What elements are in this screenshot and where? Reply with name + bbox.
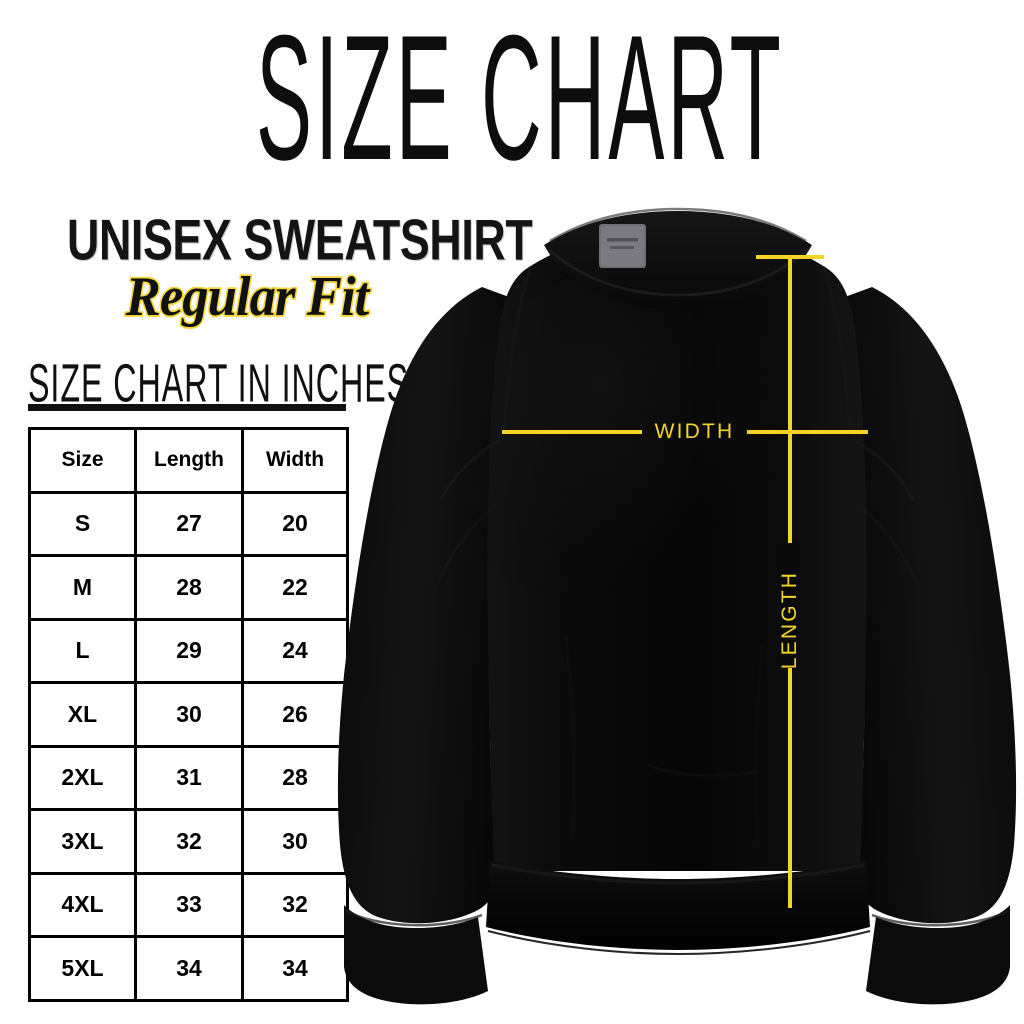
hem-bottom-edge	[487, 930, 871, 956]
table-header-row: Size Length Width	[28, 427, 349, 494]
right-shoulder-seam	[822, 266, 852, 434]
chest-highlight	[455, 265, 805, 665]
bottom-hem-rib	[486, 861, 870, 950]
cell-length: 32	[134, 808, 244, 875]
cell-size: 2XL	[28, 744, 137, 811]
right-sleeve-cuff	[866, 905, 1010, 1005]
units-heading: SIZE CHART IN INCHES	[28, 353, 410, 415]
cell-length: 27	[134, 490, 244, 557]
collar-inner-edge	[547, 247, 809, 297]
cell-size: XL	[28, 681, 137, 748]
cell-length: 28	[134, 554, 244, 621]
neck-label-tag	[599, 224, 646, 268]
column-header-width: Width	[241, 427, 349, 494]
cell-width: 34	[241, 935, 349, 1002]
right-cuff-seam	[871, 909, 1009, 927]
right-sleeve-crease-2	[857, 504, 922, 592]
cell-size: S	[28, 490, 137, 557]
left-sleeve-cuff	[344, 905, 488, 1005]
table-row: M 28 22	[28, 554, 349, 621]
left-sleeve-crease	[438, 439, 499, 502]
cell-size: M	[28, 554, 137, 621]
cell-length: 30	[134, 681, 244, 748]
fit-type-label: Regular Fit	[124, 266, 371, 328]
sweatshirt-graphic	[337, 207, 1017, 1005]
cell-width: 20	[241, 490, 349, 557]
left-shoulder-seam	[502, 266, 532, 434]
cell-size: L	[28, 617, 137, 684]
cell-width: 24	[241, 617, 349, 684]
hem-top-seam	[491, 863, 865, 885]
cell-length: 31	[134, 744, 244, 811]
table-row: 4XL 33 32	[28, 871, 349, 938]
cell-width: 32	[241, 871, 349, 938]
cell-length: 29	[134, 617, 244, 684]
collar-top-edge	[549, 207, 807, 243]
right-sleeve-crease	[855, 439, 916, 502]
column-header-length: Length	[134, 427, 244, 494]
cell-size: 5XL	[28, 935, 137, 1002]
table-row: S 27 20	[28, 490, 349, 557]
units-heading-underline	[28, 404, 346, 411]
table-row: L 29 24	[28, 617, 349, 684]
body-fold-3	[647, 763, 759, 778]
page-title: SIZE CHART	[256, 0, 784, 198]
cell-length: 33	[134, 871, 244, 938]
right-sleeve	[834, 287, 1017, 924]
left-cuff-seam	[345, 909, 483, 927]
table-row: XL 30 26	[28, 681, 349, 748]
body-fold-2	[754, 644, 764, 844]
table-row: 5XL 34 34	[28, 935, 349, 1002]
table-row: 3XL 32 30	[28, 808, 349, 875]
cell-size: 3XL	[28, 808, 137, 875]
left-sleeve-crease-2	[432, 504, 497, 592]
cell-size: 4XL	[28, 871, 137, 938]
table-row: 2XL 31 28	[28, 744, 349, 811]
sweatshirt-illustration	[330, 205, 1024, 1010]
body-fold-1	[564, 634, 576, 842]
size-chart-table: Size Length Width S 27 20 M 28 22 L 29 2…	[28, 427, 349, 1002]
column-header-size: Size	[28, 427, 137, 494]
cell-width: 26	[241, 681, 349, 748]
cell-width: 22	[241, 554, 349, 621]
cell-length: 34	[134, 935, 244, 1002]
